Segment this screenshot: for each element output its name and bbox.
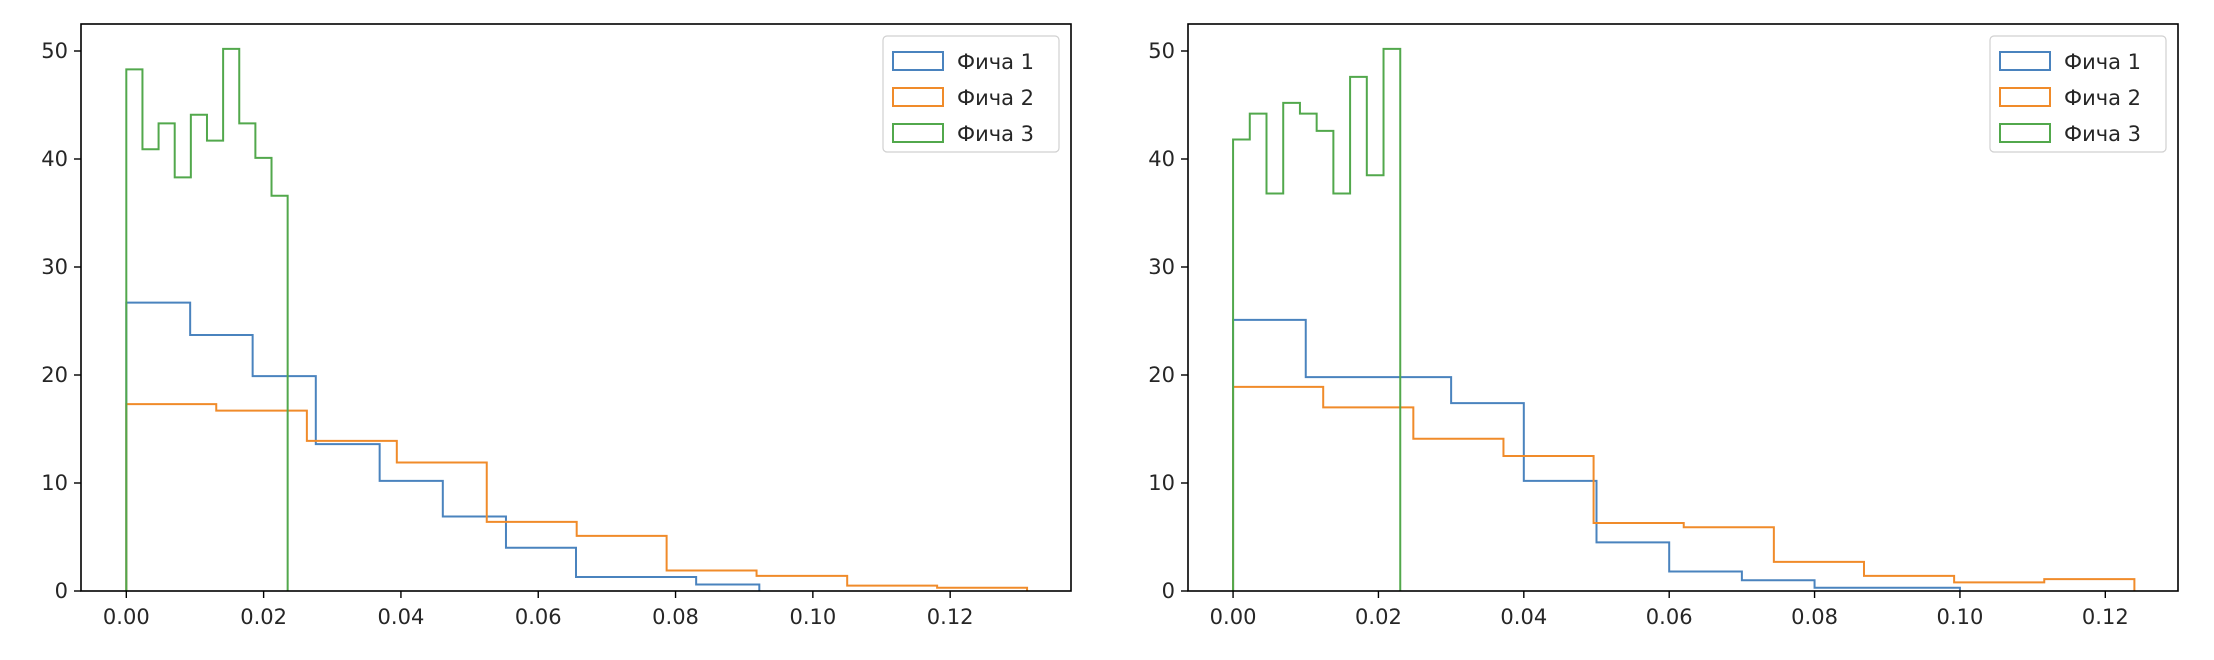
legend-swatch [892, 87, 944, 107]
y-tick-label: 10 [41, 471, 68, 495]
x-tick-label: 0.10 [1937, 605, 1984, 629]
y-tick-label: 0 [1162, 579, 1175, 603]
x-tick-label: 0.12 [927, 605, 974, 629]
legend-swatch [1999, 51, 2051, 71]
x-tick-label: 0.00 [103, 605, 150, 629]
legend-swatch [892, 51, 944, 71]
y-tick-label: 20 [41, 363, 68, 387]
x-tick-label: 0.08 [652, 605, 699, 629]
legend-label: Фича 3 [2064, 122, 2141, 146]
x-tick-label: 0.04 [378, 605, 425, 629]
x-tick-label: 0.04 [1500, 605, 1547, 629]
histogram-chart-right: 0.00 0.02 0.04 0.06 0.08 0.10 0.12 0 10 20 30 40 50 Ф… [1148, 23, 2179, 629]
y-tick-label: 50 [1148, 39, 1175, 63]
x-tick-label: 0.02 [1355, 605, 1402, 629]
series-2-step-line [125, 403, 1029, 591]
y-tick-label: 0 [55, 579, 68, 603]
series-3-step-line [1232, 47, 1402, 591]
legend-label: Фича 1 [2064, 50, 2141, 74]
legend-label: Фича 2 [2064, 86, 2141, 110]
x-tick-label: 0.10 [789, 605, 836, 629]
legend-swatch [1999, 87, 2051, 107]
legend-swatch [892, 123, 944, 143]
y-tick-label: 20 [1148, 363, 1175, 387]
x-tick-label: 0.06 [1646, 605, 1693, 629]
legend-label: Фича 2 [957, 86, 1034, 110]
x-tick-label: 0.12 [2082, 605, 2129, 629]
axes-frame [80, 23, 1072, 592]
y-tick-label: 50 [41, 39, 68, 63]
x-tick-label: 0.06 [515, 605, 562, 629]
legend-label: Фича 3 [957, 122, 1034, 146]
series-3-step-line [125, 47, 289, 591]
y-tick-label: 40 [41, 147, 68, 171]
legend: Фича 1 Фича 2 Фича 3 [882, 35, 1060, 153]
legend-swatch [1999, 123, 2051, 143]
series-1-step-line [1232, 318, 1961, 591]
x-tick-label: 0.08 [1791, 605, 1838, 629]
y-tick-label: 30 [41, 255, 68, 279]
y-tick-label: 30 [1148, 255, 1175, 279]
histogram-chart-left: 0.00 0.02 0.04 0.06 0.08 0.10 0.12 0 10 20 30 40 50 Ф… [41, 23, 1072, 629]
x-tick-label: 0.00 [1210, 605, 1257, 629]
series-1-step-line [125, 301, 761, 591]
legend: Фича 1 Фича 2 Фича 3 [1989, 35, 2167, 153]
y-tick-label: 40 [1148, 147, 1175, 171]
axes-frame [1187, 23, 2179, 592]
x-tick-label: 0.02 [240, 605, 287, 629]
legend-label: Фича 1 [957, 50, 1034, 74]
series-2-step-line [1232, 385, 2136, 591]
y-tick-label: 10 [1148, 471, 1175, 495]
